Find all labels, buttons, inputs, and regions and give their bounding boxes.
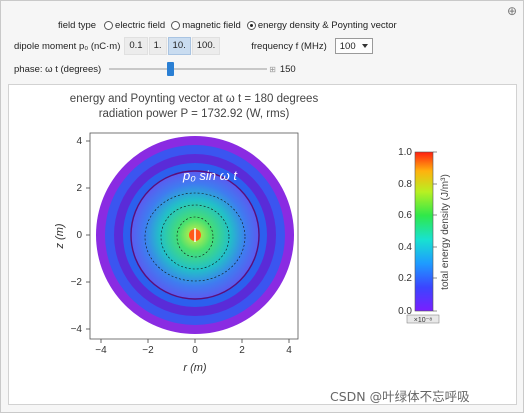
slider-thumb[interactable] xyxy=(167,62,175,76)
dipole-option-10[interactable]: 10. xyxy=(167,37,191,55)
dipole-moment-label: dipole moment p₀ (nC·m) xyxy=(14,40,121,52)
plus-icon[interactable]: ⊕ xyxy=(506,4,517,18)
dipole-row: dipole moment p₀ (nC·m) 0.1 1. 10. 100. … xyxy=(14,37,373,55)
radio-energy-density-label: energy density & Poynting vector xyxy=(257,19,397,31)
chevron-down-icon xyxy=(361,44,368,48)
watermark: CSDN @叶绿体不忘呼吸 xyxy=(330,389,470,404)
radio-energy-density[interactable]: energy density & Poynting vector xyxy=(246,19,397,31)
radio-electric-field[interactable]: electric field xyxy=(104,20,165,31)
dipole-option-0.1[interactable]: 0.1 xyxy=(124,37,148,55)
radio-button-selected-icon[interactable] xyxy=(246,20,256,30)
phase-row: phase: ω t (degrees) ⊞ 150 xyxy=(14,62,296,76)
field-type-label: field type xyxy=(58,19,97,31)
slider-track[interactable] xyxy=(109,68,268,70)
radio-magnetic-field[interactable]: magnetic field xyxy=(171,20,241,31)
dipole-option-1[interactable]: 1. xyxy=(148,37,167,55)
plot-panel xyxy=(8,84,517,405)
frequency-label: frequency f (MHz) xyxy=(251,40,327,52)
phase-value: 150 xyxy=(279,63,296,75)
frequency-select[interactable]: 100 xyxy=(334,38,373,54)
frequency-value: 100 xyxy=(339,40,356,52)
plot-title: energy and Poynting vector at ω t = 180 … xyxy=(69,93,319,105)
phase-label: phase: ω t (degrees) xyxy=(14,63,102,75)
radio-magnetic-field-label: magnetic field xyxy=(182,19,241,31)
dipole-option-100[interactable]: 100. xyxy=(191,37,221,55)
radio-button-icon[interactable] xyxy=(171,20,181,30)
radio-electric-field-label: electric field xyxy=(115,19,166,31)
dipole-moment-setter: 0.1 1. 10. 100. xyxy=(124,37,221,55)
plot-subtitle: radiation power P = 1732.92 (W, rms) xyxy=(98,108,290,120)
phase-slider[interactable] xyxy=(109,62,268,76)
field-type-row: field type electric field magnetic field… xyxy=(58,18,403,32)
plus-icon[interactable]: ⊞ xyxy=(269,64,276,74)
radio-button-icon[interactable] xyxy=(104,20,114,30)
